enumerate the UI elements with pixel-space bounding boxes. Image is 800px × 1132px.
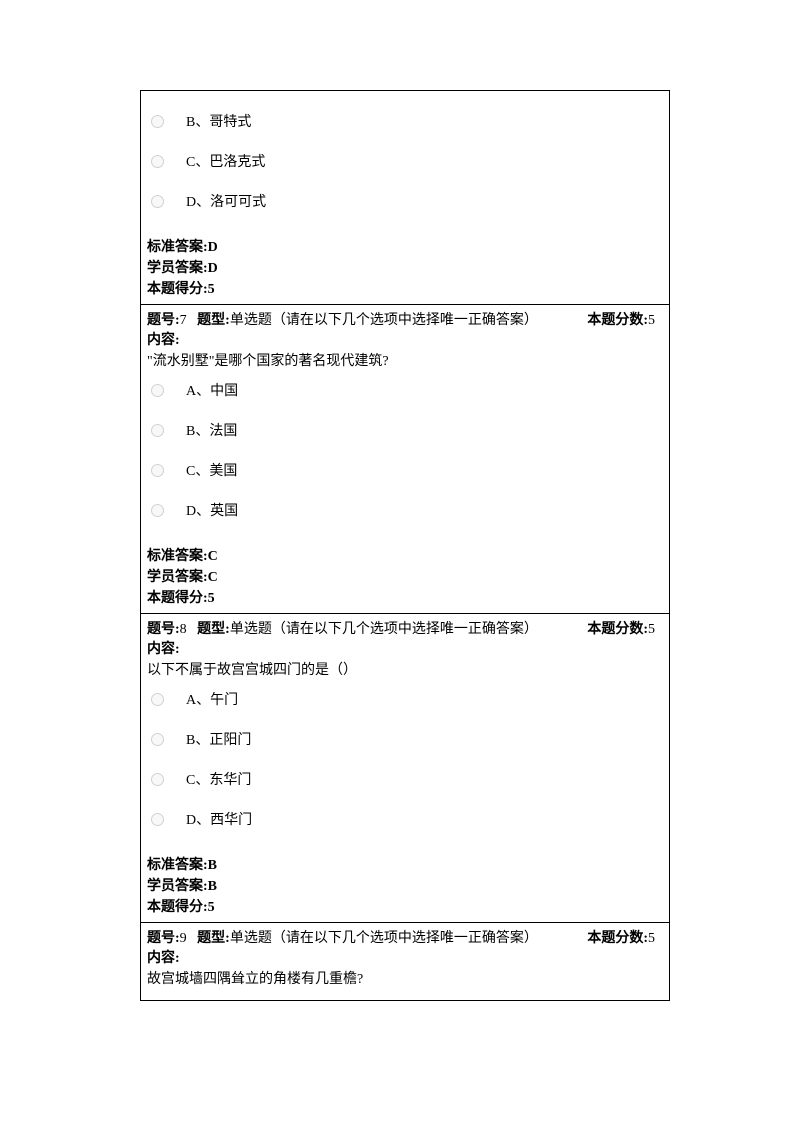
option-text: B、哥特式 [186,111,251,131]
score-value: 5 [648,931,655,946]
std-answer-value: D [208,240,218,255]
got-score-label: 本题得分: [147,591,208,606]
option-radio-c[interactable] [151,464,164,477]
content-label: 内容: [147,638,663,658]
option-row: B、正阳门 [147,729,663,749]
option-radio-a[interactable] [151,693,164,706]
standard-answer-line: 标准答案:B [147,855,663,876]
qtype-value: 单选题（请在以下几个选项中选择唯一正确答案） [230,622,538,637]
option-radio-b[interactable] [151,424,164,437]
option-text: C、巴洛克式 [186,151,265,171]
got-score-label: 本题得分: [147,900,208,915]
stu-answer-label: 学员答案: [147,261,208,276]
got-score-line: 本题得分:5 [147,897,663,918]
got-score-value: 5 [208,591,215,606]
got-score-line: 本题得分:5 [147,279,663,300]
score-label: 本题分数: [587,931,648,946]
score-block: 本题分数:5 [587,309,655,329]
option-text: D、洛可可式 [186,191,266,211]
option-row: B、法国 [147,420,663,440]
got-score-line: 本题得分:5 [147,588,663,609]
content-label: 内容: [147,947,663,967]
got-score-value: 5 [208,282,215,297]
standard-answer-line: 标准答案:C [147,546,663,567]
option-row: B、哥特式 [147,111,663,131]
qno-label: 题号: [147,931,180,946]
score-block: 本题分数:5 [587,618,655,638]
qno-label: 题号: [147,622,180,637]
exam-page: B、哥特式 C、巴洛克式 D、洛可可式 标准答案:D 学员答案:D [0,0,800,1132]
stu-answer-value: C [208,570,218,585]
qno-value: 9 [180,931,187,946]
stu-answer-label: 学员答案: [147,570,208,585]
question-header: 题号:9 题型:单选题（请在以下几个选项中选择唯一正确答案） 本题分数:5 [147,927,663,947]
option-text: A、午门 [186,689,238,709]
std-answer-label: 标准答案: [147,858,208,873]
question-header: 题号:8 题型:单选题（请在以下几个选项中选择唯一正确答案） 本题分数:5 [147,618,663,638]
option-text: C、美国 [186,460,237,480]
option-text: C、东华门 [186,769,251,789]
qno-value: 7 [180,313,187,328]
option-text: D、英国 [186,500,238,520]
qtype-label: 题型: [197,313,230,328]
option-row: C、巴洛克式 [147,151,663,171]
option-text: A、中国 [186,380,238,400]
option-radio-b[interactable] [151,733,164,746]
option-text: B、正阳门 [186,729,251,749]
question-body: 以下不属于故宫宫城四门的是（） [147,660,663,681]
question-body: "流水别墅"是哪个国家的著名现代建筑? [147,351,663,372]
question-7-cell: 题号:7 题型:单选题（请在以下几个选项中选择唯一正确答案） 本题分数:5 内容… [141,305,670,614]
content-label: 内容: [147,329,663,349]
question-9-cell: 题号:9 题型:单选题（请在以下几个选项中选择唯一正确答案） 本题分数:5 内容… [141,923,670,1001]
question-header: 题号:7 题型:单选题（请在以下几个选项中选择唯一正确答案） 本题分数:5 [147,309,663,329]
qtype-label: 题型: [197,931,230,946]
option-radio-c[interactable] [151,155,164,168]
option-row: D、洛可可式 [147,191,663,211]
option-row: D、英国 [147,500,663,520]
qno-label: 题号: [147,313,180,328]
qtype-value: 单选题（请在以下几个选项中选择唯一正确答案） [230,313,538,328]
question-body: 故宫城墙四隅耸立的角楼有几重檐? [147,969,663,990]
question-6-partial-cell: B、哥特式 C、巴洛克式 D、洛可可式 标准答案:D 学员答案:D [141,91,670,305]
qno-value: 8 [180,622,187,637]
std-answer-value: B [208,858,217,873]
qtype-value: 单选题（请在以下几个选项中选择唯一正确答案） [230,931,538,946]
option-radio-c[interactable] [151,773,164,786]
option-radio-d[interactable] [151,195,164,208]
option-radio-d[interactable] [151,504,164,517]
standard-answer-line: 标准答案:D [147,237,663,258]
score-value: 5 [648,313,655,328]
option-text: D、西华门 [186,809,252,829]
student-answer-line: 学员答案:D [147,258,663,279]
option-radio-d[interactable] [151,813,164,826]
score-label: 本题分数: [587,313,648,328]
option-row: D、西华门 [147,809,663,829]
stu-answer-label: 学员答案: [147,879,208,894]
option-radio-a[interactable] [151,384,164,397]
question-table: B、哥特式 C、巴洛克式 D、洛可可式 标准答案:D 学员答案:D [140,90,670,1001]
option-row: C、美国 [147,460,663,480]
option-text: B、法国 [186,420,237,440]
question-8-cell: 题号:8 题型:单选题（请在以下几个选项中选择唯一正确答案） 本题分数:5 内容… [141,614,670,923]
got-score-label: 本题得分: [147,282,208,297]
qtype-label: 题型: [197,622,230,637]
std-answer-label: 标准答案: [147,549,208,564]
score-value: 5 [648,622,655,637]
score-label: 本题分数: [587,622,648,637]
score-block: 本题分数:5 [587,927,655,947]
stu-answer-value: B [208,879,217,894]
option-row: A、午门 [147,689,663,709]
student-answer-line: 学员答案:B [147,876,663,897]
got-score-value: 5 [208,900,215,915]
stu-answer-value: D [208,261,218,276]
option-row: C、东华门 [147,769,663,789]
student-answer-line: 学员答案:C [147,567,663,588]
option-row: A、中国 [147,380,663,400]
option-radio-b[interactable] [151,115,164,128]
std-answer-value: C [208,549,218,564]
std-answer-label: 标准答案: [147,240,208,255]
